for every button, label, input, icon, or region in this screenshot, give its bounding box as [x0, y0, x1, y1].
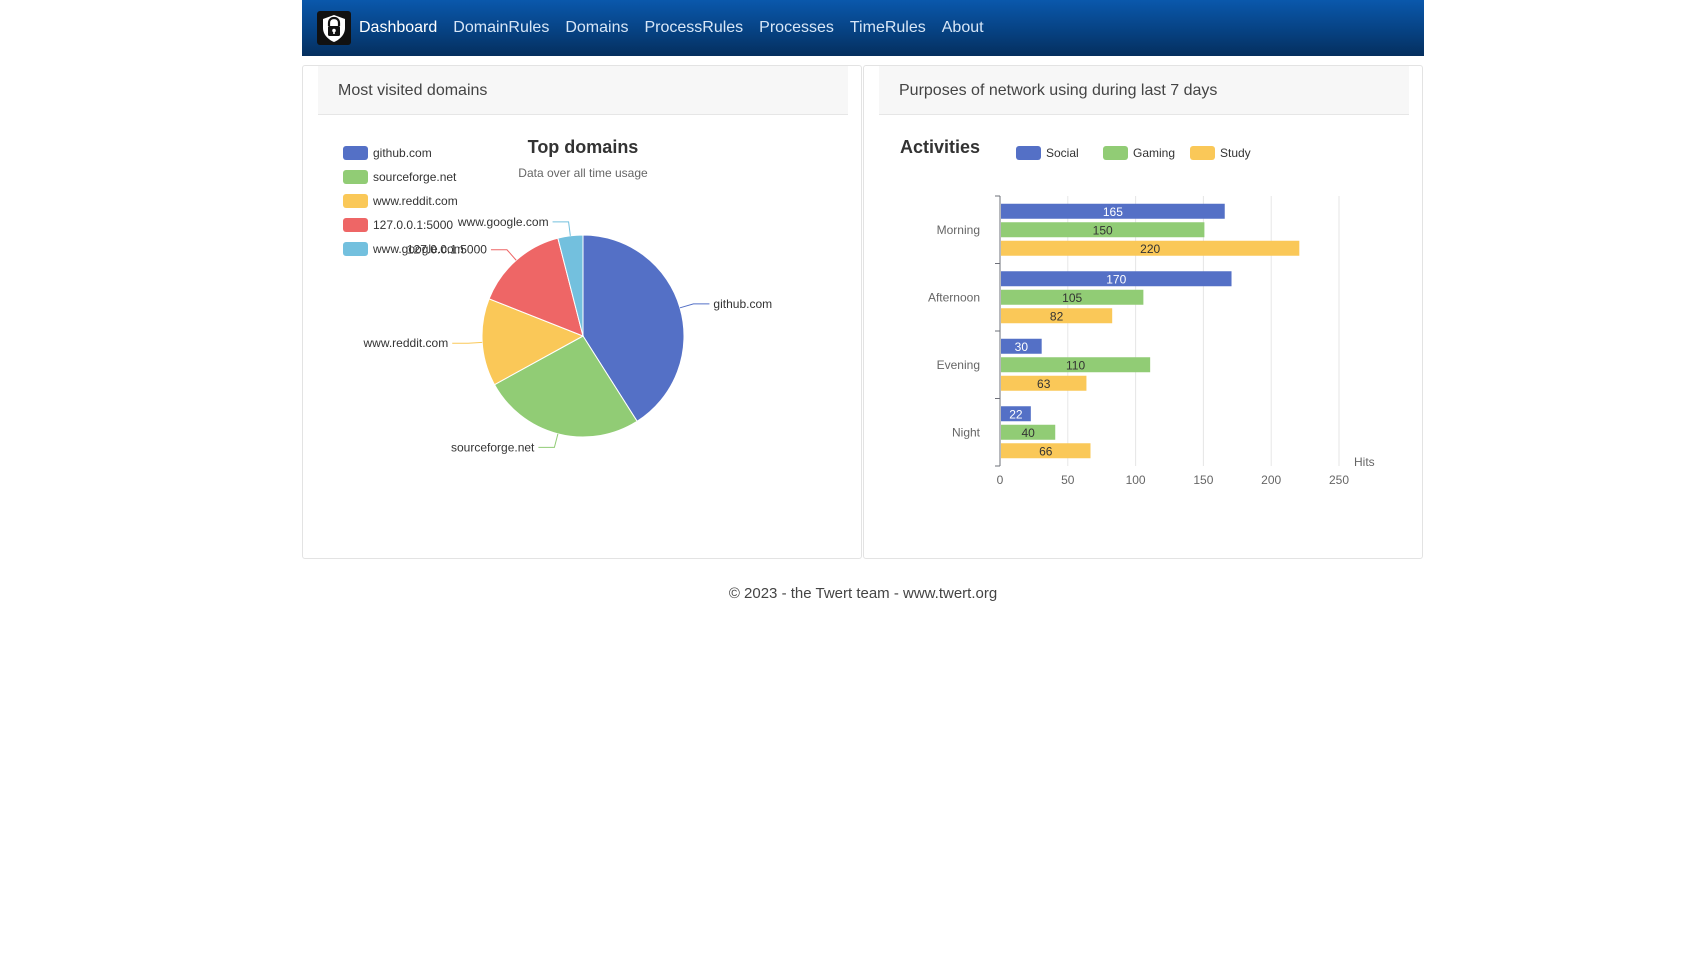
bar-night-social[interactable] [1001, 406, 1031, 422]
bar-value-label: 150 [1093, 223, 1113, 237]
dashboard-panels: Most visited domains github.com sourcefor… [302, 65, 1424, 560]
bar-category-label-night: Night [952, 425, 981, 439]
bar-value-label: 30 [1015, 340, 1029, 354]
bar-x-tick-label: 150 [1193, 473, 1213, 487]
bar-value-label: 40 [1021, 426, 1035, 440]
most-visited-panel: Most visited domains github.com sourcefor… [302, 65, 862, 559]
bar-value-label: 22 [1009, 407, 1023, 421]
bar-night-study[interactable] [1001, 443, 1091, 459]
bar-x-tick-label: 200 [1261, 473, 1281, 487]
bar-afternoon-gaming[interactable] [1001, 289, 1144, 305]
pie-slice-127-0-0-1-5000[interactable] [488, 237, 584, 337]
bar-value-label: 105 [1062, 291, 1082, 305]
pie-slice-label-github-com: github.com [713, 297, 772, 311]
bar-chart-title: Activities [900, 137, 980, 157]
nav-item-processrules[interactable]: ProcessRules [644, 19, 744, 36]
bar-legend-swatch-social[interactable] [1016, 146, 1041, 160]
pie-legend-label-www-reddit-com[interactable]: www.reddit.com [372, 194, 458, 208]
pie-leader-line-www-google-com [552, 221, 571, 236]
pie-legend-swatch-www-google-com[interactable] [343, 242, 368, 256]
bar-legend-label-study[interactable]: Study [1220, 146, 1251, 160]
pie-slice-sourceforge-net[interactable] [493, 335, 638, 438]
nav-item-dashboard[interactable]: Dashboard [359, 19, 438, 36]
nav-item-domainrules[interactable]: DomainRules [453, 19, 550, 36]
bar-value-label: 170 [1106, 272, 1126, 286]
bar-value-label: 82 [1050, 309, 1064, 323]
bar-x-tick-label: 50 [1061, 473, 1075, 487]
bar-afternoon-social[interactable] [1001, 271, 1232, 287]
pie-leader-line-github-com [679, 303, 710, 309]
bar-night-gaming[interactable] [1001, 424, 1056, 440]
bar-value-label: 63 [1037, 377, 1051, 391]
bar-x-tick-label: 100 [1126, 473, 1146, 487]
activities-panel: Purposes of network using during last 7 … [863, 65, 1423, 559]
pie-legend-label-github-com[interactable]: github.com [373, 146, 432, 160]
pie-slice-label-127-0-0-1-5000: 127.0.0.1:5000 [407, 243, 487, 257]
pie-legend-label-www-google-com[interactable]: www.google.com [372, 242, 464, 256]
pie-legend-swatch-sourceforge-net[interactable] [343, 170, 368, 184]
nav-item-processes[interactable]: Processes [759, 19, 834, 36]
pie-chart-title: Top domains [528, 137, 639, 157]
bar-afternoon-study[interactable] [1001, 308, 1113, 324]
pie-legend-swatch-www-reddit-com[interactable] [343, 194, 368, 208]
pie-legend-swatch-github-com[interactable] [343, 146, 368, 160]
bar-morning-gaming[interactable] [1001, 222, 1205, 238]
pie-slice-label-sourceforge-net: sourceforge.net [451, 440, 535, 454]
bar-legend-label-social[interactable]: Social [1046, 146, 1079, 160]
bar-legend-swatch-study[interactable] [1190, 146, 1215, 160]
pie-slice-www-reddit-com[interactable] [481, 298, 585, 386]
most-visited-header: Most visited domains [318, 66, 848, 115]
bar-value-label: 110 [1066, 358, 1085, 372]
nav-item-timerules[interactable]: TimeRules [849, 19, 926, 36]
pie-slice-label-www-google-com: www.google.com [457, 215, 549, 229]
pie-slice-github-com[interactable] [582, 234, 685, 422]
activities-bar-chart[interactable]: Activities Social Gaming Study 0 50 100 150 200 2… [864, 66, 1424, 560]
bar-legend-label-gaming[interactable]: Gaming [1133, 146, 1175, 160]
bar-evening-study[interactable] [1001, 375, 1087, 391]
bar-value-label: 220 [1140, 242, 1160, 256]
nav-item-domains[interactable]: Domains [565, 19, 629, 36]
bar-evening-gaming[interactable] [1001, 357, 1151, 373]
nav-item-about[interactable]: About [941, 19, 984, 36]
bar-value-label: 66 [1039, 444, 1053, 458]
activities-header: Purposes of network using during last 7 … [879, 66, 1409, 115]
top-domains-pie-chart[interactable]: github.com sourceforge.net www.reddit.com 1… [303, 66, 863, 560]
pie-chart-subtitle: Data over all time usage [518, 166, 648, 180]
bar-x-tick-label: 0 [997, 473, 1004, 487]
bar-category-label-morning: Morning [937, 223, 980, 237]
top-navbar: Dashboard DomainRules Domains ProcessRules P… [302, 0, 1424, 56]
pie-legend-label-sourceforge-net[interactable]: sourceforge.net [373, 170, 457, 184]
bar-x-tick-label: 250 [1329, 473, 1349, 487]
bar-category-label-evening: Evening [937, 358, 980, 372]
bar-morning-social[interactable] [1001, 203, 1225, 219]
bar-category-label-afternoon: Afternoon [928, 290, 980, 304]
bar-evening-social[interactable] [1001, 338, 1042, 354]
padlock-shield-icon[interactable] [317, 11, 351, 45]
bar-morning-study[interactable] [1001, 240, 1300, 256]
page-container: Dashboard DomainRules Domains ProcessRules P… [302, 0, 1424, 602]
pie-slice-label-www-reddit-com: www.reddit.com [363, 336, 449, 350]
bar-legend-swatch-gaming[interactable] [1103, 146, 1128, 160]
pie-legend-label-127-0-0-1-5000[interactable]: 127.0.0.1:5000 [373, 218, 453, 232]
pie-leader-line-127-0-0-1-5000 [490, 249, 517, 261]
page-footer: © 2023 - the Twert team - www.twert.org [728, 585, 998, 602]
bar-x-axis-label: Hits [1354, 455, 1375, 469]
bar-value-label: 165 [1103, 205, 1123, 219]
nav-menu: Dashboard DomainRules Domains ProcessRules P… [359, 19, 1000, 37]
pie-leader-line-sourceforge-net [538, 433, 559, 448]
pie-legend-swatch-127-0-0-1-5000[interactable] [343, 218, 368, 232]
pie-leader-line-www-reddit-com [452, 341, 483, 344]
